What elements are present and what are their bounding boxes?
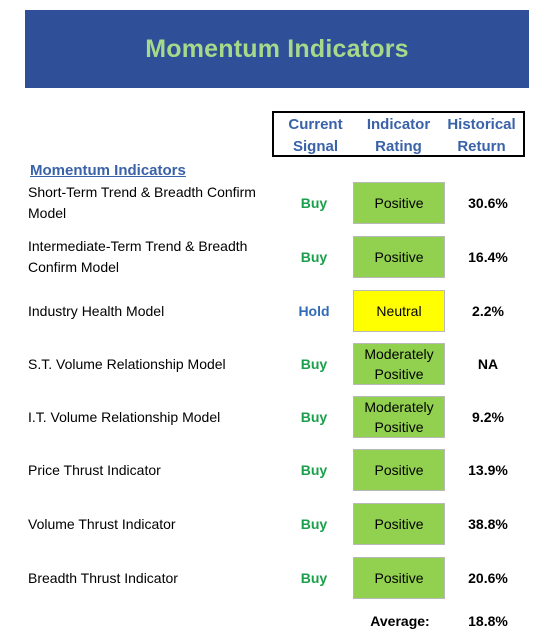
historical-return: 16.4% — [468, 249, 508, 265]
current-signal: Buy — [300, 409, 328, 425]
table-row: Breadth Thrust Indicator Buy Positive 20.6% — [0, 557, 549, 599]
indicator-name: Intermediate-Term Trend & Breadth Confir… — [28, 238, 248, 275]
indicator-rating: Moderately Positive — [353, 396, 445, 438]
indicator-rating: Positive — [353, 503, 445, 545]
historical-return: NA — [477, 356, 499, 372]
indicator-name: Volume Thrust Indicator — [28, 515, 176, 532]
historical-return: 20.6% — [468, 570, 508, 586]
column-header-signal: Current Signal — [288, 116, 343, 155]
title-banner: Momentum Indicators — [25, 10, 529, 88]
indicator-rating: Positive — [353, 236, 445, 278]
column-header-box: Current Signal Indicator Rating Historic… — [272, 111, 525, 157]
table-row: Short-Term Trend & Breadth Confirm Model… — [0, 182, 549, 224]
historical-return: 13.9% — [468, 462, 508, 478]
table-row: Volume Thrust Indicator Buy Positive 38.8% — [0, 503, 549, 545]
current-signal: Buy — [300, 570, 328, 586]
current-signal: Buy — [300, 516, 328, 532]
current-signal: Buy — [300, 356, 328, 372]
indicator-name: I.T. Volume Relationship Model — [28, 408, 221, 425]
table-row: Industry Health Model Hold Neutral 2.2% — [0, 290, 549, 332]
indicator-rating: Neutral — [353, 290, 445, 332]
average-label: Average: — [370, 613, 430, 629]
historical-return: 9.2% — [472, 409, 504, 425]
historical-return: 30.6% — [468, 195, 508, 211]
table-row: I.T. Volume Relationship Model Buy Moderat… — [0, 396, 549, 438]
indicator-name: Price Thrust Indicator — [28, 461, 161, 478]
indicator-name: Short-Term Trend & Breadth Confirm Model — [28, 184, 256, 221]
section-label: Momentum Indicators — [30, 162, 186, 179]
table-row: Intermediate-Term Trend & Breadth Confir… — [0, 236, 549, 278]
indicator-name: S.T. Volume Relationship Model — [28, 355, 226, 372]
current-signal: Buy — [300, 462, 328, 478]
table-row: Price Thrust Indicator Buy Positive 13.9% — [0, 449, 549, 491]
table-row: S.T. Volume Relationship Model Buy Moderat… — [0, 343, 549, 385]
page-title: Momentum Indicators — [145, 34, 409, 63]
current-signal: Buy — [300, 195, 328, 211]
indicator-rating: Positive — [353, 449, 445, 491]
current-signal: Hold — [298, 303, 330, 319]
column-header-return: Historical Return — [447, 116, 516, 155]
average-value: 18.8% — [468, 613, 508, 629]
column-header-rating: Indicator Rating — [366, 116, 431, 155]
current-signal: Buy — [300, 249, 328, 265]
indicator-rating: Positive — [353, 182, 445, 224]
historical-return: 2.2% — [472, 303, 504, 319]
indicator-rating: Moderately Positive — [353, 343, 445, 385]
indicator-name: Breadth Thrust Indicator — [28, 569, 178, 586]
indicator-rating: Positive — [353, 557, 445, 599]
indicator-name: Industry Health Model — [28, 302, 165, 319]
historical-return: 38.8% — [468, 516, 508, 532]
